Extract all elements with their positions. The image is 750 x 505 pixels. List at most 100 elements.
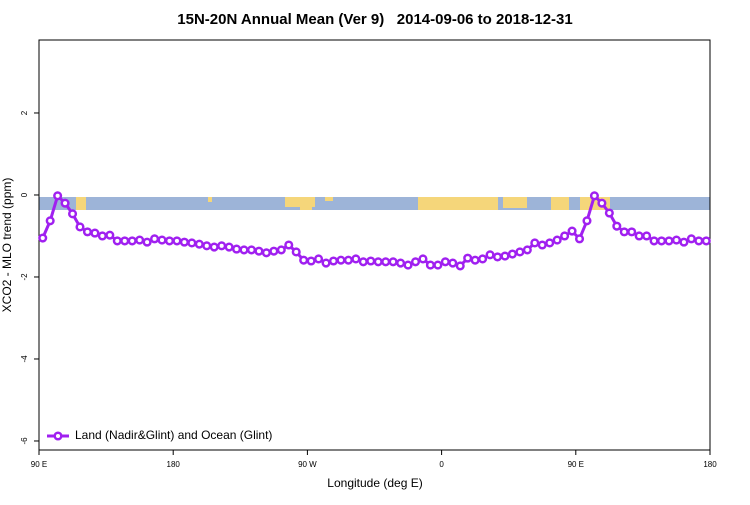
- land-patch: [285, 197, 315, 207]
- point: [97, 231, 107, 241]
- point: [246, 245, 257, 255]
- y-axis-label: XCO2 - MLO trend (ppm): [0, 178, 14, 313]
- point: [619, 227, 629, 237]
- y-tick-label: -2: [20, 273, 29, 281]
- point: [254, 246, 264, 256]
- point: [172, 236, 182, 246]
- point: [582, 216, 592, 226]
- point: [358, 257, 368, 267]
- point: [328, 256, 339, 266]
- point: [433, 260, 443, 270]
- chart-title: 15N-20N Annual Mean (Ver 9) 2014-09-06 t…: [177, 11, 572, 28]
- point: [209, 242, 219, 252]
- point: [500, 251, 510, 261]
- point: [694, 236, 704, 246]
- point: [343, 255, 353, 265]
- legend-label: Land (Nadir&Glint) and Ocean (Glint): [75, 428, 272, 442]
- point: [478, 254, 488, 264]
- point: [418, 254, 428, 264]
- point: [68, 209, 78, 219]
- point: [373, 257, 383, 267]
- point: [679, 237, 689, 247]
- point: [299, 255, 309, 265]
- point: [403, 260, 413, 270]
- x-axis-label: Longitude (deg E): [327, 476, 422, 490]
- land-patch: [208, 197, 212, 202]
- point: [321, 258, 331, 268]
- x-tick-label: 90 W: [298, 460, 317, 469]
- point: [522, 245, 532, 255]
- point: [90, 228, 100, 238]
- point: [261, 248, 271, 258]
- map-strip: [39, 197, 710, 210]
- plot-frame: [38, 39, 711, 451]
- point: [105, 230, 115, 240]
- point: [157, 235, 167, 245]
- point: [60, 198, 70, 208]
- point: [560, 231, 570, 241]
- point: [440, 257, 450, 267]
- y-tick-label: -6: [20, 437, 29, 445]
- land-patch: [551, 197, 569, 210]
- point: [701, 236, 711, 246]
- point: [120, 236, 130, 246]
- point: [604, 208, 614, 218]
- ocean-band: [39, 197, 710, 210]
- point: [366, 256, 376, 266]
- point: [388, 257, 398, 267]
- point: [232, 244, 242, 254]
- point: [53, 191, 63, 201]
- point: [552, 235, 562, 245]
- point: [381, 257, 391, 267]
- point: [410, 257, 421, 267]
- point: [545, 238, 555, 248]
- point: [336, 255, 346, 265]
- point: [634, 231, 644, 241]
- point: [664, 236, 674, 246]
- y-tick-label: -4: [20, 355, 29, 363]
- point: [82, 227, 93, 237]
- point: [425, 260, 435, 270]
- point: [455, 261, 465, 271]
- point: [448, 258, 458, 268]
- point: [649, 236, 659, 246]
- point: [284, 240, 294, 250]
- point: [38, 233, 48, 243]
- point: [686, 234, 696, 244]
- x-tick-label: 180: [167, 460, 181, 469]
- point: [127, 236, 137, 246]
- y-tick-label: 0: [20, 192, 29, 197]
- point: [45, 216, 55, 226]
- point: [507, 249, 517, 259]
- x-tick-label: 90 E: [31, 460, 47, 469]
- point: [314, 254, 324, 264]
- point: [567, 226, 577, 236]
- land-patch: [503, 197, 527, 208]
- point: [642, 231, 652, 241]
- point: [276, 245, 286, 255]
- y-tick-label: 2: [20, 110, 29, 115]
- point: [530, 238, 540, 248]
- point: [142, 237, 152, 247]
- land-patch: [76, 197, 86, 210]
- point: [492, 252, 503, 262]
- point: [194, 239, 204, 249]
- land-patch: [325, 197, 333, 201]
- x-tick-label: 180: [703, 460, 717, 469]
- point: [135, 235, 145, 245]
- point: [150, 234, 160, 244]
- land-patch: [418, 197, 498, 210]
- point: [627, 227, 637, 237]
- point: [351, 254, 361, 264]
- point: [217, 241, 227, 251]
- legend-marker: [53, 431, 63, 441]
- point: [589, 191, 599, 201]
- point: [612, 221, 622, 231]
- point: [515, 247, 525, 257]
- point: [112, 236, 122, 246]
- point: [574, 234, 585, 244]
- point: [597, 198, 607, 208]
- point: [671, 235, 682, 245]
- x-tick-label: 90 E: [568, 460, 584, 469]
